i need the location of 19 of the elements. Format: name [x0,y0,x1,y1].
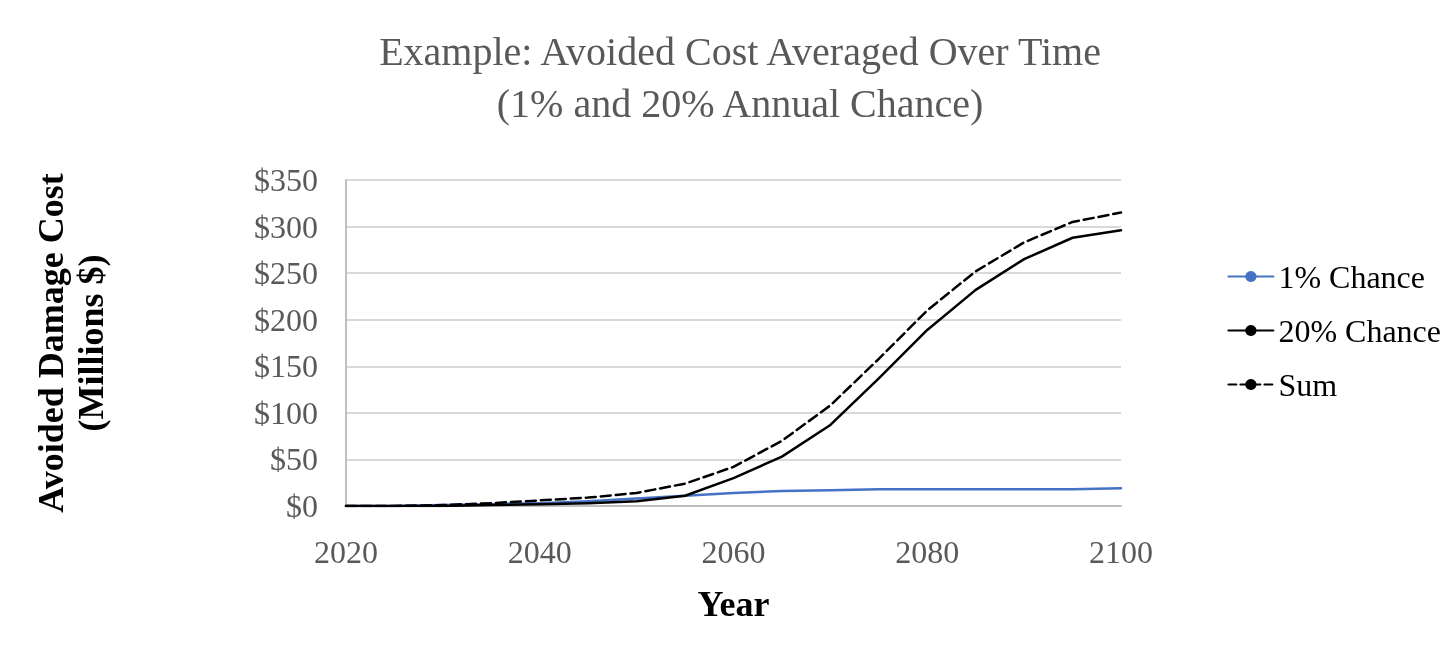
x-tick-label: 2100 [1089,534,1153,570]
legend-label: 20% Chance [1278,312,1441,349]
legend-label: 1% Chance [1278,258,1425,295]
y-tick-label: $100 [254,394,318,431]
y-axis-title: Avoided Damage Cost (Millions $) [31,173,111,513]
x-axis-title: Year [697,584,770,624]
chart-title: Example: Avoided Cost Averaged Over Time (1% and 20% Annual Chance) [379,28,1101,126]
y-tick-label: $250 [254,255,318,292]
x-tick-label: 2020 [314,534,378,570]
y-tick-label: $50 [270,441,318,478]
x-tick-label: 2040 [507,534,572,570]
y-tick-label: $350 [254,162,318,198]
legend-label: Sum [1278,366,1338,403]
y-tick-label: $150 [254,348,318,385]
x-tick-label: 2080 [895,534,960,570]
y-tick-label: $300 [254,208,318,245]
y-tick-label: $200 [254,301,318,338]
x-tick-label: 2060 [701,534,766,570]
y-tick-label: $0 [286,488,318,524]
